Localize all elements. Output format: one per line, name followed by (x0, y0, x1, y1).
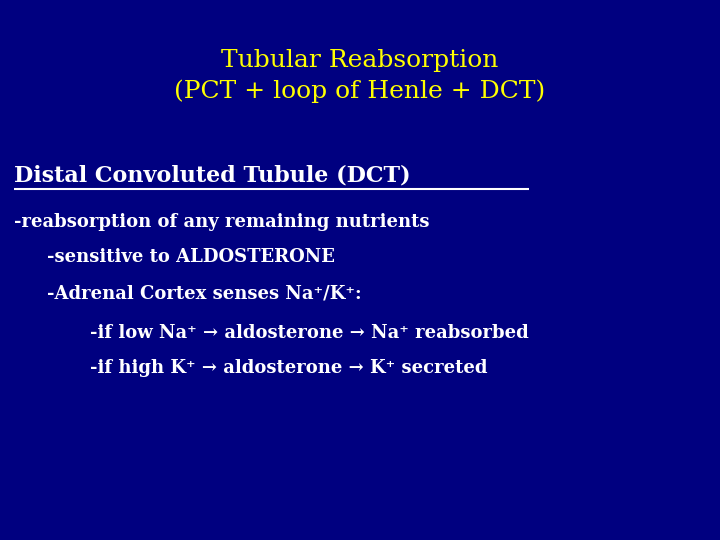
Text: -Adrenal Cortex senses Na⁺/K⁺:: -Adrenal Cortex senses Na⁺/K⁺: (47, 285, 361, 302)
Text: -sensitive to ALDOSTERONE: -sensitive to ALDOSTERONE (47, 248, 335, 266)
Text: -if high K⁺ → aldosterone → K⁺ secreted: -if high K⁺ → aldosterone → K⁺ secreted (90, 359, 487, 377)
Text: -reabsorption of any remaining nutrients: -reabsorption of any remaining nutrients (14, 213, 430, 231)
Text: -if low Na⁺ → aldosterone → Na⁺ reabsorbed: -if low Na⁺ → aldosterone → Na⁺ reabsorb… (90, 324, 528, 342)
Text: Distal Convoluted Tubule (DCT): Distal Convoluted Tubule (DCT) (14, 165, 411, 187)
Text: Tubular Reabsorption
(PCT + loop of Henle + DCT): Tubular Reabsorption (PCT + loop of Henl… (174, 49, 546, 103)
